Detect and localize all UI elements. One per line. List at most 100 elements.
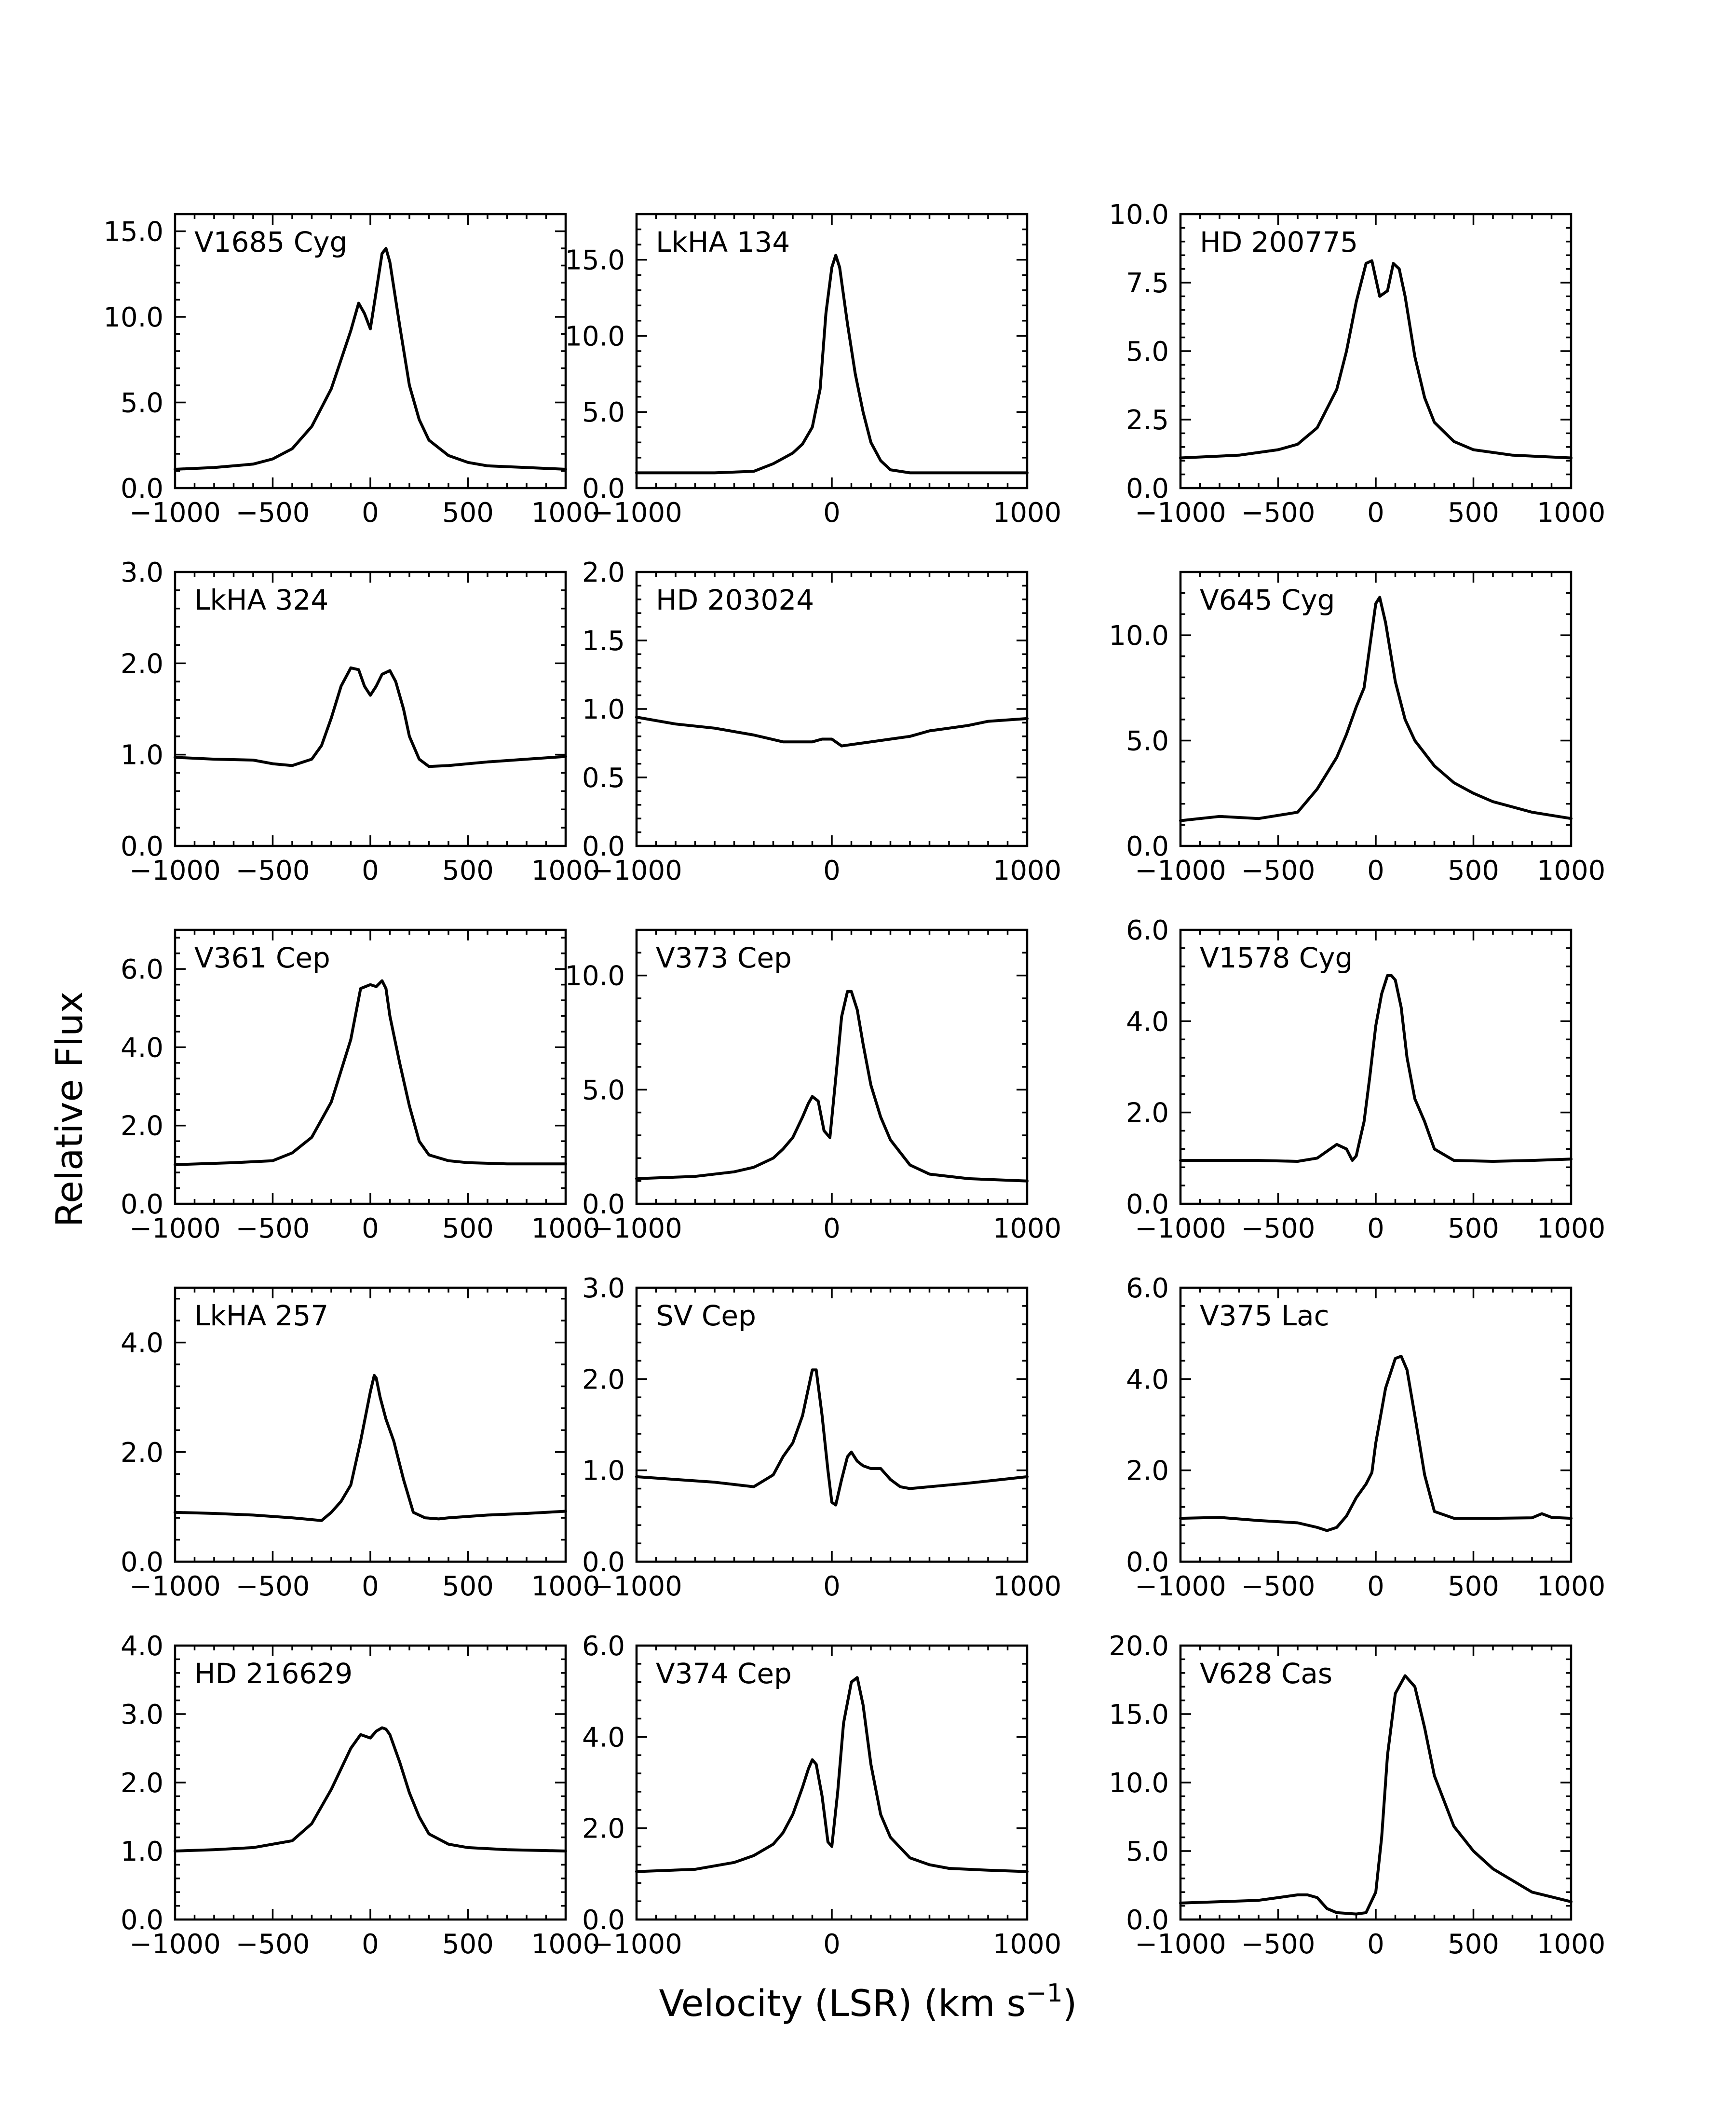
x-tick-label: −1000 xyxy=(1135,497,1226,529)
plot-frame xyxy=(174,1286,567,1563)
x-tick-label: 1000 xyxy=(993,497,1062,529)
y-tick-label: 0.0 xyxy=(1126,473,1169,504)
x-tick-label: 500 xyxy=(1448,497,1499,529)
panel-title: V645 Cyg xyxy=(1200,584,1335,616)
y-axis-label: Relative Flux xyxy=(48,992,91,1227)
x-tick-label: −500 xyxy=(1241,1571,1316,1602)
y-tick-label: 5.0 xyxy=(1126,336,1169,368)
y-tick-label: 0.0 xyxy=(1126,831,1169,862)
series-line xyxy=(1179,259,1573,460)
panel-title: V1578 Cyg xyxy=(1200,941,1353,974)
panel-12: −1000 −500 0 500 1000 0.0 1.0 2.0 3.0 4.0 HD 21662… xyxy=(121,1631,600,1960)
x-tick-label: 1000 xyxy=(531,1213,600,1244)
plot-frame xyxy=(635,1644,1029,1921)
y-tick-label: 2.0 xyxy=(1126,1456,1169,1487)
panel-title: V628 Cas xyxy=(1200,1657,1332,1690)
plot-frame xyxy=(635,571,1029,847)
y-tick-label: 6.0 xyxy=(121,954,163,985)
y-tick-label: 5.0 xyxy=(1126,726,1169,757)
panel-title: SV Cep xyxy=(656,1299,756,1332)
x-tick-label: 1000 xyxy=(531,855,600,886)
panel-9: −1000 −500 0 500 1000 0.0 2.0 4.0 LkHA 257 xyxy=(121,1286,600,1602)
plot-frame xyxy=(635,1286,1029,1563)
panel-11: −1000 −500 0 500 1000 0.0 2.0 4.0 6.0 V375 Lac xyxy=(1126,1273,1605,1602)
y-tick-label: 0.0 xyxy=(1126,1547,1169,1578)
y-tick-label: 4.0 xyxy=(121,1631,163,1662)
y-tick-label: 15.0 xyxy=(1109,1699,1169,1730)
x-tick-label: −500 xyxy=(1241,855,1316,886)
x-axis-label-exponent: −1 xyxy=(1026,1979,1063,2008)
y-tick-label: 1.0 xyxy=(582,1456,625,1487)
x-tick-label: 0 xyxy=(823,1213,841,1244)
x-tick-label: 0 xyxy=(823,497,841,529)
x-tick-label: 1000 xyxy=(1537,1571,1606,1602)
x-tick-label: 500 xyxy=(1448,1213,1499,1244)
plot-frame xyxy=(1179,571,1573,847)
x-tick-label: −1000 xyxy=(591,855,682,886)
y-tick-label: 0.0 xyxy=(121,1547,163,1578)
y-tick-label: 6.0 xyxy=(1126,915,1169,946)
plot-frame xyxy=(635,928,1029,1205)
y-tick-label: 3.0 xyxy=(582,1273,625,1304)
y-tick-label: 2.0 xyxy=(1126,1098,1169,1129)
y-tick-label: 1.0 xyxy=(121,1836,163,1867)
y-tick-label: 0.0 xyxy=(582,473,625,504)
plot-frame xyxy=(174,213,567,490)
x-tick-label: −1000 xyxy=(1135,855,1226,886)
x-tick-label: 0 xyxy=(823,1571,841,1602)
panel-title: LkHA 257 xyxy=(194,1299,328,1332)
y-tick-label: 0.0 xyxy=(582,831,625,862)
x-tick-label: −500 xyxy=(236,855,310,886)
y-tick-label: 0.0 xyxy=(121,473,163,504)
x-tick-label: −1000 xyxy=(129,1929,220,1960)
y-tick-label: 6.0 xyxy=(1126,1273,1169,1304)
panel-4: −1000 0 1000 0.0 0.5 1.0 1.5 2.0 HD 203024 xyxy=(582,557,1061,886)
x-tick-label: 1000 xyxy=(993,1571,1062,1602)
y-tick-label: 5.0 xyxy=(582,1075,625,1106)
plot-frame xyxy=(1179,213,1573,490)
panel-title: HD 200775 xyxy=(1200,226,1358,259)
y-tick-label: 3.0 xyxy=(121,1699,163,1730)
panel-2: −1000 −500 0 500 1000 0.0 2.5 5.0 7.5 10.0 HD 2007… xyxy=(1109,199,1605,529)
series-line xyxy=(1179,974,1573,1163)
y-tick-label: 4.0 xyxy=(121,1328,163,1359)
series-line xyxy=(1179,1355,1573,1532)
y-tick-label: 1.5 xyxy=(582,626,625,657)
x-tick-label: 500 xyxy=(442,1213,494,1244)
x-tick-label: −500 xyxy=(1241,497,1316,529)
panel-3: −1000 −500 0 500 1000 0.0 1.0 2.0 3.0 LkHA 324 xyxy=(121,557,600,886)
y-tick-label: 2.0 xyxy=(582,1364,625,1395)
y-tick-label: 2.0 xyxy=(121,1768,163,1799)
series-line xyxy=(174,247,567,471)
x-tick-label: 1000 xyxy=(993,855,1062,886)
x-tick-label: 500 xyxy=(1448,855,1499,886)
y-tick-label: 4.0 xyxy=(1126,1364,1169,1395)
x-tick-label: −500 xyxy=(1241,1929,1316,1960)
x-tick-label: −500 xyxy=(236,1571,310,1602)
x-tick-label: 0 xyxy=(1367,1929,1384,1960)
series-line xyxy=(1179,1674,1573,1916)
y-tick-label: 10.0 xyxy=(1109,1768,1169,1799)
x-tick-label: −1000 xyxy=(591,1213,682,1244)
x-tick-label: 1000 xyxy=(1537,855,1606,886)
y-tick-label: 6.0 xyxy=(582,1631,625,1662)
panel-5: −1000 −500 0 500 1000 0.0 5.0 10.0 V645 Cyg xyxy=(1109,571,1606,886)
y-tick-label: 10.0 xyxy=(565,321,625,352)
x-tick-label: −1000 xyxy=(129,855,220,886)
panel-title: LkHA 324 xyxy=(194,584,328,616)
panel-title: V1685 Cyg xyxy=(194,226,347,259)
y-tick-label: 10.0 xyxy=(103,302,163,333)
x-tick-label: 0 xyxy=(362,1929,379,1960)
y-tick-label: 0.0 xyxy=(582,1905,625,1936)
y-tick-label: 15.0 xyxy=(565,245,625,276)
y-tick-label: 15.0 xyxy=(103,217,163,248)
x-axis-label-main: Velocity (LSR) (km s xyxy=(659,1982,1026,2025)
x-tick-label: −1000 xyxy=(591,1929,682,1960)
series-line xyxy=(174,1374,567,1522)
panel-6: −1000 −500 0 500 1000 0.0 2.0 4.0 6.0 V361 Cep xyxy=(121,928,600,1244)
y-tick-label: 0.0 xyxy=(1126,1189,1169,1220)
panel-0: −1000 −500 0 500 1000 0.0 5.0 10.0 15.0 V1685 Cyg xyxy=(103,213,600,529)
y-tick-label: 3.0 xyxy=(121,557,163,588)
